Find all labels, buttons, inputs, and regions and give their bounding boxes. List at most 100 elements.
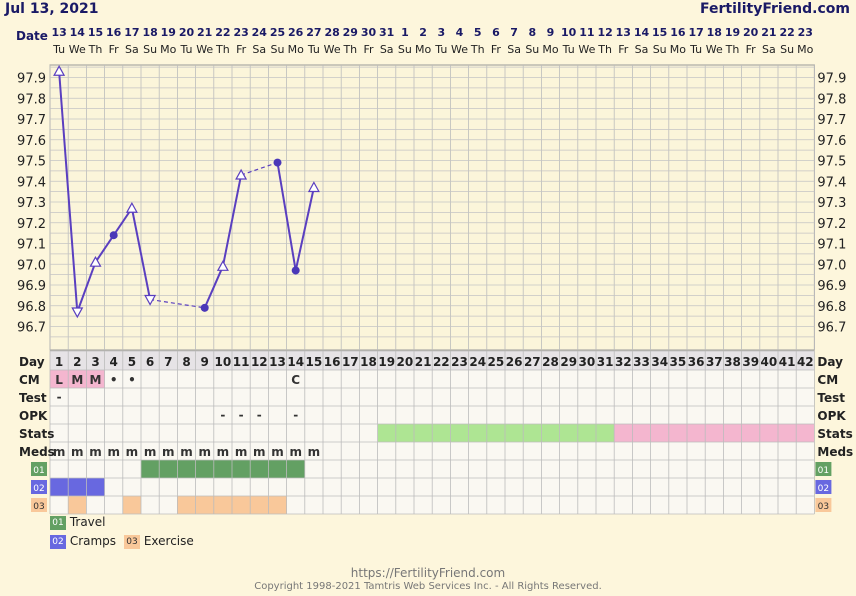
legend-swatch-exercise: 03 xyxy=(124,534,140,549)
day-number: 30 xyxy=(579,355,596,369)
day-number: 8 xyxy=(182,355,190,369)
temp-point xyxy=(216,260,229,271)
y-tick-left: 97.7 xyxy=(17,113,46,128)
y-tick-left: 96.7 xyxy=(17,321,46,336)
custom-code-right: 03 xyxy=(818,502,829,512)
test-mark: - xyxy=(57,390,62,404)
cm-cell-pink xyxy=(68,370,87,388)
cm-row-label-right: CM xyxy=(817,373,838,387)
day-number: 27 xyxy=(524,355,541,369)
day-number: 29 xyxy=(560,355,577,369)
stats-row-label-right: Stats xyxy=(817,427,852,441)
y-tick-left: 96.8 xyxy=(17,300,46,315)
day-number: 41 xyxy=(779,355,796,369)
date-tick-label: 18 xyxy=(142,26,157,39)
custom-cell xyxy=(232,496,251,514)
date-tick-label: 7 xyxy=(510,26,518,39)
date-tick-label: 23 xyxy=(233,26,248,39)
day-number: 20 xyxy=(397,355,414,369)
temp-point xyxy=(53,65,66,76)
weekday-tick-label: Mo xyxy=(415,43,431,56)
opk-mark: - xyxy=(220,408,225,422)
date-tick-label: 14 xyxy=(70,26,86,39)
custom-code-left: 03 xyxy=(33,502,44,512)
y-tick-right: 97.1 xyxy=(817,238,846,253)
day-number: 26 xyxy=(506,355,523,369)
custom-code-badge xyxy=(815,480,832,494)
custom-cell xyxy=(250,496,269,514)
meds-mark: m xyxy=(89,445,102,459)
day-number: 18 xyxy=(360,355,377,369)
custom-code-badge xyxy=(31,498,47,512)
day-number: 11 xyxy=(233,355,250,369)
y-tick-right: 96.8 xyxy=(817,300,846,315)
cm-mark: • xyxy=(110,373,118,387)
weekday-tick-label: Mo xyxy=(288,43,304,56)
day-number: 32 xyxy=(615,355,632,369)
day-number: 9 xyxy=(201,355,209,369)
meds-mark: m xyxy=(198,445,211,459)
legend-exercise: 03 Exercise xyxy=(124,534,194,549)
weekday-tick-label: Fr xyxy=(109,43,120,56)
custom-code-right: 02 xyxy=(818,484,829,494)
date-tick-label: 17 xyxy=(688,26,703,39)
temp-point xyxy=(125,201,138,213)
day-number: 31 xyxy=(597,355,614,369)
brand-name[interactable]: FertilityFriend.com xyxy=(700,1,850,17)
date-tick-label: 22 xyxy=(779,26,794,39)
day-number: 23 xyxy=(451,355,468,369)
weekday-tick-label: Tu xyxy=(562,43,575,56)
meds-mark: m xyxy=(253,445,266,459)
weekday-tick-label: Th xyxy=(725,43,740,56)
custom-cell xyxy=(232,460,251,478)
date-tick-label: 6 xyxy=(492,26,500,39)
weekday-tick-label: Sa xyxy=(252,43,266,56)
custom-code-left: 02 xyxy=(33,484,44,494)
custom-cell xyxy=(86,478,105,496)
footer-url[interactable]: https://FertilityFriend.com xyxy=(350,566,506,580)
y-tick-right: 96.7 xyxy=(817,321,846,336)
footer-copyright: Copyright 1998-2021 Tamtris Web Services… xyxy=(254,581,602,592)
weekday-tick-label: Sa xyxy=(635,43,649,56)
weekday-tick-label: Su xyxy=(398,43,412,56)
meds-mark: m xyxy=(71,445,84,459)
weekday-tick-label: Fr xyxy=(746,43,757,56)
custom-cell xyxy=(141,460,160,478)
day-number: 38 xyxy=(724,355,741,369)
weekday-tick-label: Mo xyxy=(670,43,686,56)
custom-cell xyxy=(195,496,214,514)
date-tick-label: 19 xyxy=(161,26,176,39)
bbt-chart: Date 13Tu14We15Th16Fr17Sa18Su19Mo20Tu21We… xyxy=(16,26,853,515)
day-number: 36 xyxy=(688,355,705,369)
temp-point xyxy=(200,303,209,312)
meds-mark: m xyxy=(271,445,284,459)
y-tick-left: 97.5 xyxy=(17,155,46,170)
opk-mark: - xyxy=(257,408,262,422)
meds-row-label-right: Meds xyxy=(817,445,853,459)
date-tick-label: 8 xyxy=(528,26,536,39)
meds-mark: m xyxy=(235,445,248,459)
custom-cell xyxy=(213,496,232,514)
custom-cell xyxy=(286,460,305,478)
cm-mark: C xyxy=(291,373,300,387)
y-tick-left: 96.9 xyxy=(17,279,46,294)
legend-swatch-travel: 01 xyxy=(50,515,66,530)
day-number: 7 xyxy=(164,355,172,369)
day-number: 39 xyxy=(742,355,759,369)
date-tick-label: 4 xyxy=(456,26,464,39)
cm-row-label: CM xyxy=(19,373,40,387)
y-tick-left: 97.6 xyxy=(17,134,46,149)
meds-mark: m xyxy=(308,445,321,459)
custom-code-badge xyxy=(31,462,47,476)
weekday-tick-label: Su xyxy=(143,43,157,56)
temp-line-segment xyxy=(58,71,79,313)
weekday-tick-label: Fr xyxy=(618,43,629,56)
weekday-tick-label: Fr xyxy=(363,43,374,56)
y-tick-left: 97.8 xyxy=(17,92,46,107)
date-tick-label: 23 xyxy=(798,26,813,39)
weekday-tick-label: Sa xyxy=(125,43,139,56)
custom-cell xyxy=(250,460,269,478)
temp-point xyxy=(235,168,248,180)
day-number: 2 xyxy=(73,355,81,369)
weekday-tick-label: Mo xyxy=(797,43,813,56)
